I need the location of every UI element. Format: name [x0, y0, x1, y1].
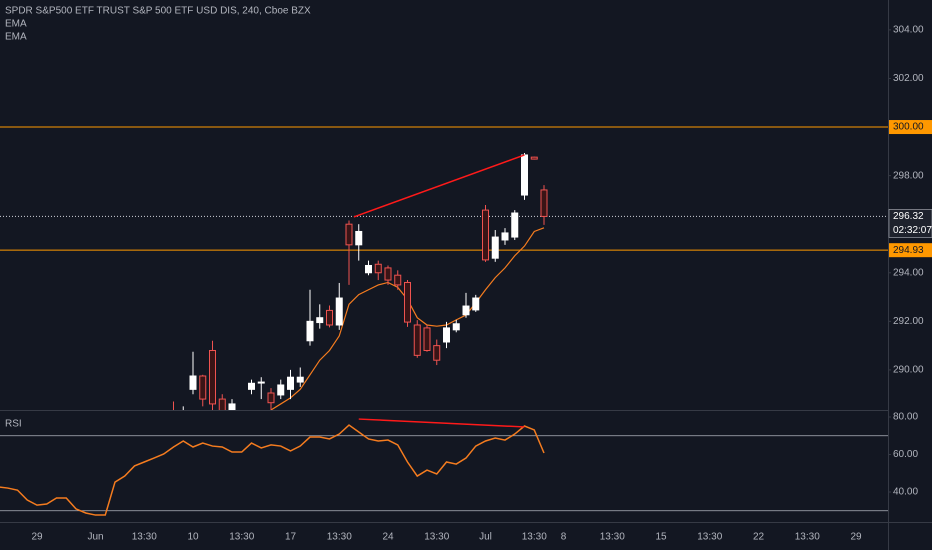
rsi-line [0, 424, 545, 516]
candle-body [296, 376, 304, 383]
last-price-label: 296.32 [893, 211, 924, 222]
indicator-label: EMA [5, 32, 27, 43]
price-pane [0, 126, 888, 410]
candle-body [365, 264, 372, 274]
x-tick-label: 13:30 [424, 532, 449, 543]
candle-body [199, 375, 207, 400]
y-tick-label: 304.00 [893, 25, 924, 36]
x-tick-label: 13:30 [697, 532, 722, 543]
x-tick-label: 17 [285, 532, 297, 543]
trend-line [358, 418, 525, 428]
candle-body [462, 305, 470, 316]
candle-body [472, 297, 480, 311]
x-tick-label: 13:30 [229, 532, 254, 543]
candle-body [267, 392, 275, 404]
x-tick-label: 22 [753, 532, 765, 543]
x-tick-label: 13:30 [600, 532, 625, 543]
candle-body [209, 349, 216, 405]
x-tick-label: 29 [31, 532, 43, 543]
candle-body [218, 398, 226, 410]
countdown-label: 02:32:07 [893, 225, 932, 236]
candle-body [394, 274, 402, 286]
y-tick-label: 294.00 [893, 267, 924, 278]
x-tick-label: 24 [382, 532, 394, 543]
x-tick-label: Jul [479, 532, 492, 543]
last-price-box [888, 209, 932, 238]
y-tick-label: 302.00 [893, 73, 924, 84]
candle-body [501, 232, 509, 241]
chart-title: SPDR S&P500 ETF TRUST S&P 500 ETF USD DI… [5, 6, 311, 17]
candle-body [482, 209, 489, 261]
y-tick-label: 290.00 [893, 365, 924, 376]
candle-body [384, 267, 392, 281]
x-tick-label: Jun [87, 532, 103, 543]
candle-body [257, 381, 265, 384]
x-tick-label: 13:30 [795, 532, 820, 543]
candle-body [540, 189, 548, 217]
candle-body [355, 230, 363, 246]
level-label: 294.93 [893, 245, 924, 256]
candle-body [248, 382, 255, 390]
rsi-title: RSI [5, 419, 22, 430]
candle-body [189, 375, 197, 390]
y-tick-label: 60.00 [893, 449, 918, 460]
candle-body [335, 297, 343, 326]
trend-line [353, 154, 525, 218]
x-tick-label: 10 [187, 532, 199, 543]
candle-body [277, 384, 285, 396]
level-label: 300.00 [893, 122, 924, 133]
x-tick-label: 15 [655, 532, 667, 543]
rsi-pane [0, 418, 888, 516]
candle-body [521, 154, 528, 196]
candle-body [443, 327, 450, 343]
x-tick-label: 29 [850, 532, 862, 543]
x-tick-label: 13:30 [327, 532, 352, 543]
candle-body [433, 345, 441, 361]
candle-body [287, 376, 294, 390]
x-tick-label: 13:30 [132, 532, 157, 543]
candle-body [345, 223, 353, 246]
candle-body [530, 156, 538, 160]
y-tick-label: 292.00 [893, 316, 924, 327]
candle-body [374, 263, 382, 274]
level-label-box [889, 243, 932, 258]
candle-body [326, 309, 333, 326]
x-tick-label: 8 [561, 532, 567, 543]
candle-body [228, 403, 236, 410]
candle-body [306, 320, 314, 342]
candle-body [491, 236, 499, 259]
y-tick-label: 80.00 [893, 412, 918, 423]
level-label-box [889, 120, 932, 135]
candle-body [511, 212, 519, 238]
indicator-label: EMA [5, 19, 27, 30]
candle-body [413, 324, 421, 356]
candle-body [404, 281, 411, 323]
candle-body [316, 317, 324, 324]
y-tick-label: 298.00 [893, 170, 924, 181]
candle-body [452, 323, 460, 331]
candle-body [423, 327, 431, 351]
y-tick-label: 40.00 [893, 487, 918, 498]
x-tick-label: 13:30 [522, 532, 547, 543]
